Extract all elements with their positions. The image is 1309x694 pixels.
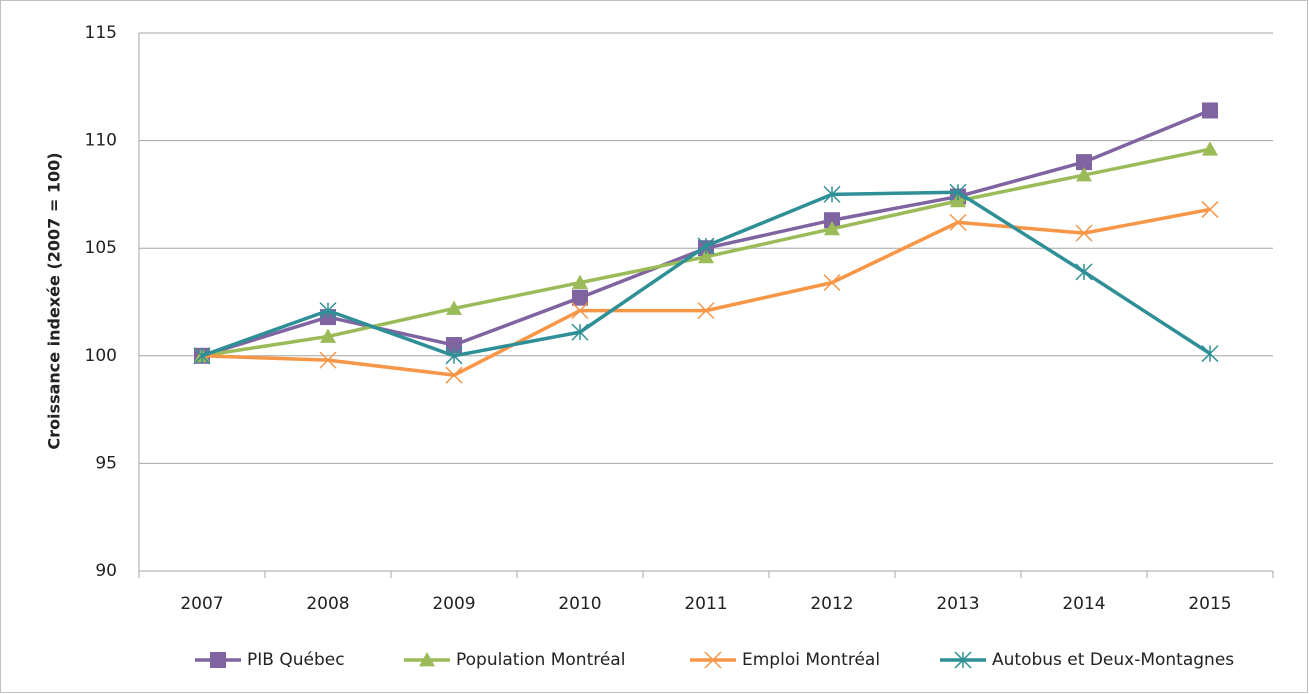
marker	[704, 651, 722, 669]
marker	[1075, 263, 1093, 281]
legend-label: Autobus et Deux-Montagnes	[992, 650, 1234, 670]
marker	[1075, 224, 1093, 242]
y-axis-label: Croissance indexée (2007 = 100)	[45, 152, 64, 449]
legend-label: Population Montréal	[456, 650, 625, 670]
legend-label: Emploi Montréal	[742, 650, 880, 670]
x-tick-label: 2007	[180, 594, 223, 614]
x-tick-label: 2014	[1062, 594, 1105, 614]
x-tick-label: 2012	[810, 594, 853, 614]
marker	[1201, 200, 1219, 218]
legend-label: PIB Québec	[247, 650, 345, 670]
y-tick-label: 115	[85, 23, 117, 43]
marker	[319, 351, 337, 369]
x-tick-label: 2008	[306, 594, 349, 614]
marker	[419, 652, 435, 667]
series	[193, 183, 1219, 365]
marker	[446, 300, 462, 315]
y-tick-label: 105	[85, 238, 117, 258]
marker	[1202, 141, 1218, 156]
x-tick-label: 2015	[1188, 594, 1231, 614]
marker	[1076, 154, 1092, 171]
marker	[697, 237, 715, 255]
marker	[698, 248, 714, 264]
marker	[823, 185, 841, 203]
marker	[571, 302, 589, 320]
y-tick-label: 110	[85, 131, 117, 151]
x-tick-label: 2011	[684, 594, 727, 614]
marker	[954, 651, 972, 669]
marker	[320, 328, 336, 343]
marker	[823, 274, 841, 292]
x-tick-label: 2010	[558, 594, 601, 614]
marker	[697, 302, 715, 320]
marker	[445, 366, 463, 384]
x-tick-label: 2013	[936, 594, 979, 614]
marker	[949, 183, 967, 201]
y-tick-label: 100	[85, 346, 117, 366]
y-tick-label: 95	[95, 453, 117, 473]
marker	[1202, 102, 1218, 119]
x-tick-label: 2009	[432, 594, 475, 614]
marker	[319, 302, 337, 320]
marker	[572, 289, 588, 306]
marker	[949, 213, 967, 231]
y-tick-label: 90	[95, 561, 117, 581]
marker	[1076, 167, 1092, 182]
marker	[571, 323, 589, 341]
marker	[445, 347, 463, 365]
marker	[824, 220, 840, 236]
marker	[193, 347, 211, 365]
marker	[824, 212, 840, 229]
marker	[446, 337, 462, 354]
marker	[210, 652, 226, 668]
marker	[572, 274, 588, 290]
marker	[1201, 345, 1219, 363]
